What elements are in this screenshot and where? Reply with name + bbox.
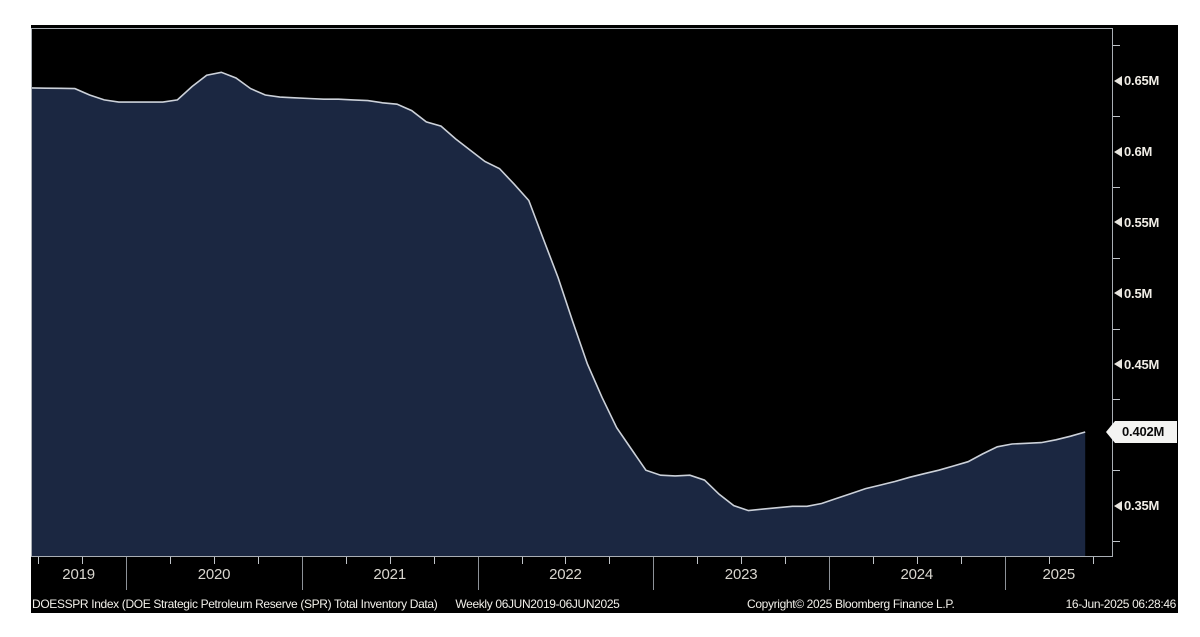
x-tick-quarter <box>1092 557 1094 564</box>
x-year-divider <box>653 557 655 590</box>
footer-bar: DOESSPR Index (DOE Strategic Petroleum R… <box>31 597 1178 613</box>
x-year-label: 2019 <box>62 566 95 583</box>
x-tick-quarter <box>741 557 743 564</box>
y-tick-minor <box>1113 116 1120 118</box>
y-tick-major: 0.5M <box>1114 285 1152 301</box>
last-value-tag: 0.402M <box>1106 420 1177 443</box>
y-tick-minor <box>1113 540 1120 542</box>
x-tick-quarter <box>170 557 172 564</box>
series-line <box>31 71 1086 512</box>
y-tick-label: 0.45M <box>1124 356 1160 372</box>
x-tick-quarter <box>565 557 567 564</box>
x-tick-quarter <box>433 557 435 564</box>
y-tick-label: 0.55M <box>1124 214 1160 230</box>
y-tick-minor <box>1113 328 1120 330</box>
y-tick-major: 0.55M <box>1114 214 1159 230</box>
copyright-notice: Copyright© 2025 Bloomberg Finance L.P. <box>747 597 955 611</box>
timestamp: 16-Jun-2025 06:28:46 <box>1065 597 1177 611</box>
x-tick-quarter <box>521 557 523 564</box>
x-tick-quarter <box>872 557 874 564</box>
x-tick-quarter <box>609 557 611 564</box>
area-fill <box>31 72 1086 557</box>
y-tick-arrow-icon <box>1114 75 1122 86</box>
y-tick-minor <box>1113 399 1120 401</box>
y-tick-arrow-icon <box>1114 146 1122 157</box>
x-year-divider <box>829 557 830 590</box>
x-tick-quarter <box>257 557 259 564</box>
y-tick-minor <box>1113 187 1120 188</box>
x-tick-quarter <box>345 557 347 564</box>
x-tick-quarter <box>960 557 962 564</box>
x-year-label: 2024 <box>900 566 934 583</box>
x-year-divider <box>477 557 479 590</box>
x-year-divider <box>126 557 128 590</box>
y-tick-label: 0.6M <box>1124 144 1153 160</box>
frequency-range: Weekly 06JUN2019-06JUN2025 <box>455 597 620 611</box>
x-year-label: 2025 <box>1042 566 1076 583</box>
y-tick-minor <box>1113 257 1120 259</box>
x-year-label: 2020 <box>197 566 231 583</box>
x-tick-quarter <box>697 557 699 564</box>
footer-left-group: DOESSPR Index (DOE Strategic Petroleum R… <box>32 597 620 611</box>
y-tick-major: 0.6M <box>1114 144 1152 160</box>
x-tick-quarter <box>82 557 84 564</box>
x-tick-quarter <box>389 557 391 564</box>
x-year-divider <box>301 557 303 590</box>
y-tick-major: 0.65M <box>1114 73 1159 89</box>
y-tick-arrow-icon <box>1114 359 1122 369</box>
y-tick-arrow-icon <box>1114 500 1122 511</box>
x-tick-quarter <box>1048 557 1050 564</box>
y-tick-minor <box>1113 470 1120 472</box>
y-tick-label: 0.35M <box>1124 498 1160 514</box>
x-year-label: 2021 <box>373 566 406 583</box>
x-year-label: 2022 <box>549 566 582 583</box>
x-year-divider <box>1004 557 1006 590</box>
y-tick-major: 0.35M <box>1114 498 1159 514</box>
spr-inventory-area-chart <box>31 71 1086 557</box>
x-tick-quarter <box>785 557 786 564</box>
x-year-label: 2023 <box>724 566 758 583</box>
x-tick-quarter <box>916 557 918 564</box>
y-tick-major: 0.45M <box>1114 356 1159 372</box>
y-tick-arrow-icon <box>1114 288 1122 299</box>
chart-canvas: 0.65M 0.6M 0.55M 0.5M 0.45M 0.35M 0.402M 2019… <box>31 25 1178 613</box>
y-tick-minor <box>1113 45 1120 47</box>
index-description: DOESSPR Index (DOE Strategic Petroleum R… <box>32 597 438 611</box>
y-tick-label: 0.65M <box>1124 73 1160 89</box>
last-value-label: 0.402M <box>1122 424 1165 440</box>
x-tick-quarter <box>214 557 215 564</box>
y-tick-arrow-icon <box>1114 217 1122 228</box>
x-tick-quarter <box>38 557 40 564</box>
y-tick-label: 0.5M <box>1124 285 1153 301</box>
